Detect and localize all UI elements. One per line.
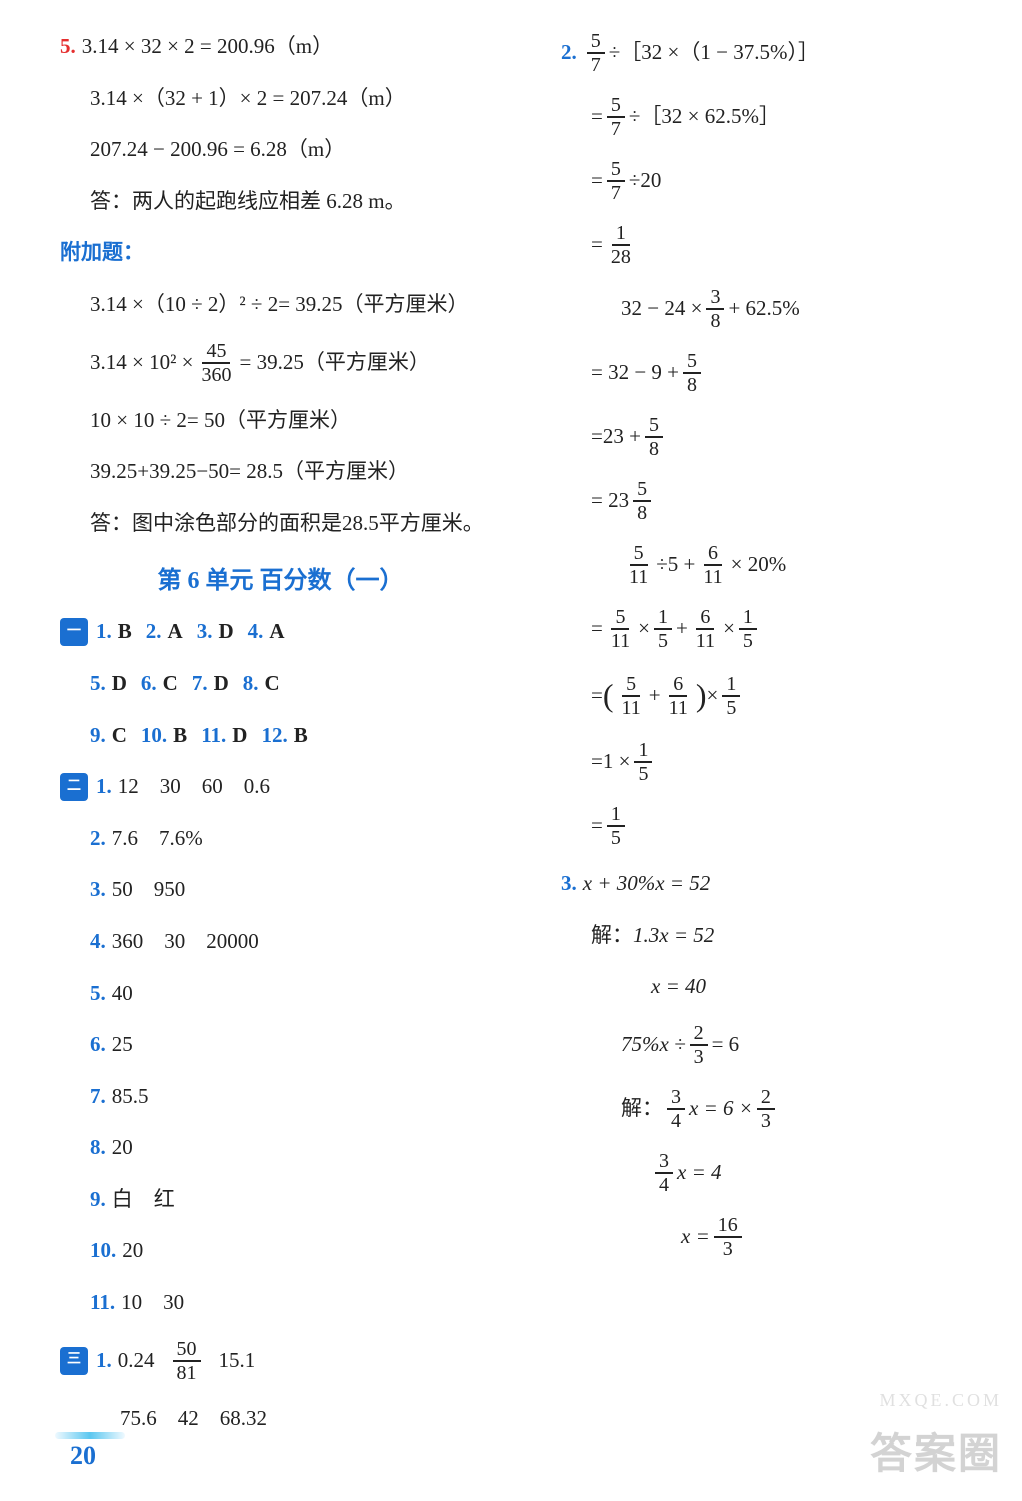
- page-number: 20: [70, 1441, 96, 1471]
- extra-l4: 39.25+39.25−50= 28.5（平方厘米）: [90, 455, 409, 489]
- badge-3: 三: [60, 1347, 88, 1375]
- q5-l2: 3.14 ×（32 + 1）× 2 = 207.24（m）: [90, 82, 406, 116]
- badge-1: 一: [60, 618, 88, 646]
- watermark-url: MXQE.COM: [879, 1390, 1002, 1411]
- badge-2: 二: [60, 773, 88, 801]
- extra-ans: 答：图中涂色部分的面积是28.5平方厘米。: [90, 507, 484, 541]
- extra-l1: 3.14 ×（10 ÷ 2）² ÷ 2= 39.25（平方厘米）: [90, 288, 469, 322]
- extra-l3: 10 × 10 ÷ 2= 50（平方厘米）: [90, 404, 351, 438]
- q5-l3: 207.24 − 200.96 = 6.28（m）: [90, 133, 345, 167]
- watermark-text: 答案圈: [870, 1420, 1002, 1481]
- extra-title: 附加题：: [60, 236, 144, 270]
- frac-45-360: 45360: [197, 340, 235, 386]
- extra-l2b: = 39.25（平方厘米）: [239, 346, 429, 380]
- q2-num: 2.: [561, 36, 577, 70]
- extra-l2a: 3.14 × 10² ×: [90, 346, 193, 380]
- page-underline: [55, 1432, 125, 1439]
- q5-ans: 答：两人的起跑线应相差 6.28 m。: [90, 185, 406, 219]
- frac-50-81: 5081: [173, 1338, 201, 1384]
- q3-num: 3.: [561, 867, 577, 901]
- q5-num: 5.: [60, 30, 76, 64]
- q5-l1: 3.14 × 32 × 2 = 200.96（m）: [82, 30, 333, 64]
- section-title: 第 6 单元 百分数（一）: [60, 560, 501, 595]
